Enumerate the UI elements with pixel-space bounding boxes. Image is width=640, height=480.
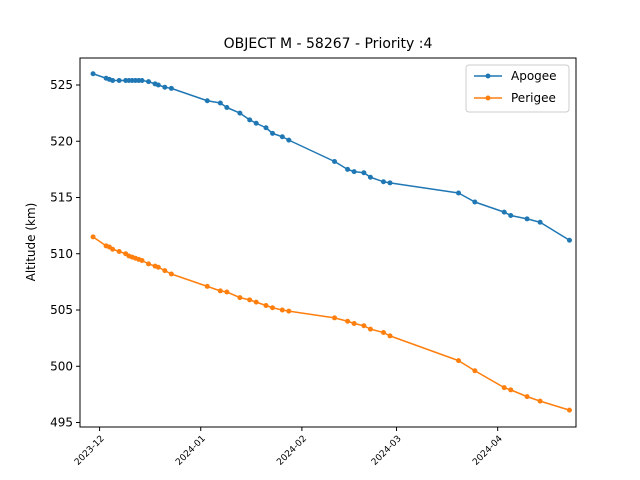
data-point-perigee [155, 264, 161, 270]
data-point-perigee [345, 318, 351, 324]
data-point-perigee [508, 387, 514, 393]
data-point-apogee [524, 216, 530, 222]
data-point-apogee [501, 209, 507, 215]
data-point-perigee [286, 308, 292, 314]
data-point-apogee [168, 85, 174, 91]
data-point-apogee [456, 190, 462, 196]
legend-apogee-label: Apogee [511, 69, 557, 83]
data-point-perigee [168, 271, 174, 277]
data-point-apogee [110, 78, 116, 83]
data-point-perigee [204, 283, 210, 289]
plot-area-frame [79, 57, 577, 428]
data-point-perigee [146, 261, 152, 267]
data-point-apogee [204, 98, 210, 104]
chart-title: OBJECT M - 58267 - Priority :4 [224, 36, 433, 52]
series-layer [90, 71, 572, 413]
data-point-apogee [253, 120, 259, 126]
y-tick-label: 495 [50, 416, 73, 430]
data-point-apogee [361, 170, 367, 176]
data-point-apogee [217, 100, 223, 106]
data-point-apogee [367, 174, 373, 180]
data-point-perigee [162, 268, 168, 274]
data-point-perigee [139, 258, 145, 263]
data-point-perigee [116, 249, 122, 254]
data-point-apogee [537, 219, 543, 225]
legend: Apogee Perigee [465, 64, 570, 113]
data-point-perigee [566, 407, 572, 413]
data-point-apogee [263, 125, 269, 131]
data-point-perigee [367, 326, 373, 332]
data-point-perigee [472, 368, 478, 374]
data-point-apogee [90, 71, 96, 77]
y-axis-label: Altitude (km) [24, 203, 38, 282]
data-point-apogee [472, 199, 478, 205]
data-point-apogee [387, 180, 393, 186]
data-point-apogee [286, 137, 292, 143]
data-point-perigee [332, 315, 338, 321]
data-point-apogee [279, 134, 285, 140]
y-tick-label: 520 [50, 134, 73, 148]
data-point-perigee [247, 297, 253, 303]
y-tick-label: 515 [50, 191, 73, 205]
data-point-apogee [237, 110, 243, 116]
data-point-perigee [524, 394, 530, 400]
data-point-perigee [263, 303, 269, 308]
data-point-apogee [270, 130, 276, 136]
data-point-apogee [351, 169, 357, 175]
legend-perigee-marker [485, 95, 491, 101]
data-point-perigee [387, 333, 393, 339]
data-point-apogee [247, 117, 253, 123]
data-point-perigee [224, 289, 230, 295]
data-point-perigee [351, 321, 357, 326]
data-point-apogee [380, 179, 386, 185]
data-point-apogee [508, 213, 514, 218]
data-point-perigee [279, 307, 285, 313]
data-point-perigee [537, 398, 543, 404]
data-point-apogee [116, 78, 122, 83]
data-point-apogee [155, 82, 161, 88]
data-point-apogee [345, 166, 351, 172]
data-point-perigee [253, 299, 259, 305]
data-point-apogee [162, 84, 168, 90]
data-point-perigee [361, 323, 367, 329]
legend-apogee-marker [485, 73, 491, 79]
data-point-perigee [501, 385, 507, 391]
y-axis-ticks: 495 500 505 510 515 520 525 [50, 78, 80, 430]
y-tick-label: 510 [50, 247, 73, 261]
data-point-perigee [217, 288, 223, 294]
data-point-perigee [380, 330, 386, 335]
data-point-apogee [146, 79, 152, 85]
data-point-apogee [566, 237, 572, 243]
data-point-apogee [332, 159, 338, 164]
data-point-perigee [270, 305, 276, 311]
y-tick-label: 505 [50, 303, 73, 317]
data-point-apogee [139, 78, 145, 83]
y-tick-label: 500 [50, 359, 73, 373]
data-point-perigee [237, 295, 243, 301]
y-tick-label: 525 [50, 78, 73, 92]
data-point-perigee [110, 246, 116, 252]
legend-perigee-label: Perigee [511, 91, 556, 105]
data-point-perigee [456, 358, 462, 364]
data-point-perigee [90, 234, 96, 240]
data-point-apogee [224, 105, 230, 110]
